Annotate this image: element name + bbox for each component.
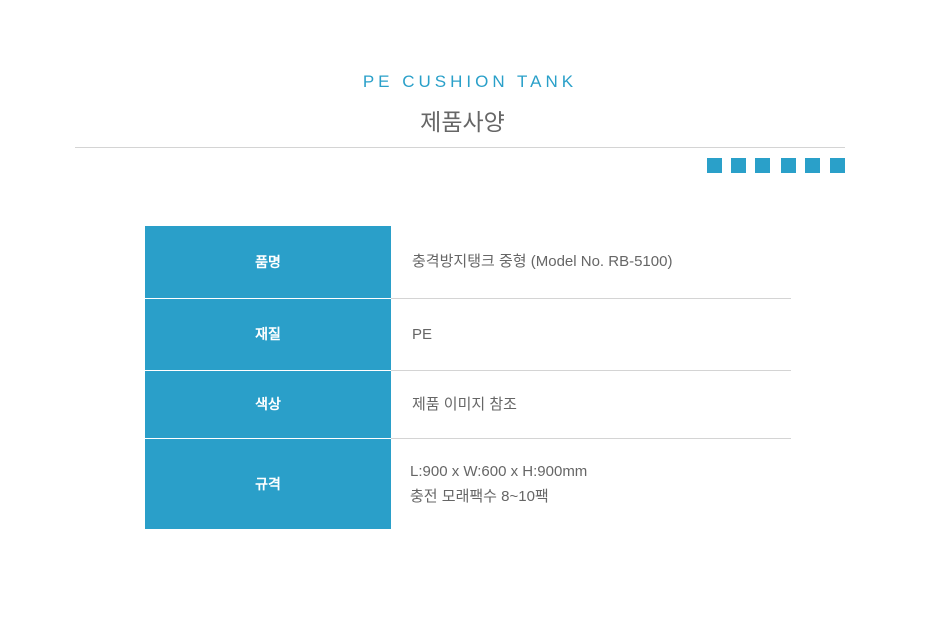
square-marker bbox=[707, 158, 722, 173]
page-subtitle: PE CUSHION TANK bbox=[362, 72, 578, 91]
row-label: 품명 bbox=[145, 226, 391, 299]
row-value: L:900 x W:600 x H:900mm bbox=[410, 462, 588, 480]
table-row: 품명 충격방지탱크 중형 (Model No. RB-5100) bbox=[145, 226, 791, 299]
spec-table: 품명 충격방지탱크 중형 (Model No. RB-5100) 재질 PE 색… bbox=[145, 226, 791, 529]
row-value: PE bbox=[391, 298, 791, 371]
square-marker bbox=[805, 158, 820, 173]
row-value: 제품 이미지 참조 bbox=[391, 370, 791, 439]
table-row: 규격 L:900 x W:600 x H:900mm 충전 모래팩수 8~10팩 bbox=[145, 438, 791, 529]
row-value: 충격방지탱크 중형 (Model No. RB-5100) bbox=[391, 226, 791, 299]
square-marker bbox=[755, 158, 770, 173]
row-value-2: 충전 모래팩수 8~10팩 bbox=[410, 487, 549, 505]
table-row: 색상 제품 이미지 참조 bbox=[145, 370, 791, 439]
page-title: 제품사양 bbox=[420, 109, 505, 135]
row-label: 규격 bbox=[145, 438, 391, 529]
square-marker bbox=[781, 158, 796, 173]
square-marker bbox=[731, 158, 746, 173]
table-row: 재질 PE bbox=[145, 298, 791, 371]
row-label: 재질 bbox=[145, 298, 391, 371]
row-label: 색상 bbox=[145, 370, 391, 439]
square-marker bbox=[830, 158, 845, 173]
divider bbox=[75, 147, 845, 148]
